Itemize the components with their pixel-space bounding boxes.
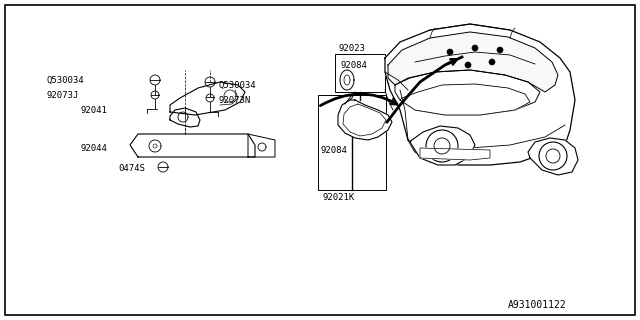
Polygon shape	[248, 134, 275, 157]
Circle shape	[489, 59, 495, 65]
Bar	[335, 54, 385, 92]
Bar	[318, 95, 386, 190]
Circle shape	[465, 62, 471, 68]
Circle shape	[472, 45, 478, 51]
Polygon shape	[400, 84, 530, 115]
Circle shape	[426, 130, 458, 162]
Circle shape	[447, 49, 453, 55]
Text: A931001122: A931001122	[508, 300, 567, 310]
Text: 92073N: 92073N	[218, 95, 250, 105]
Polygon shape	[420, 148, 490, 160]
Text: 92021K: 92021K	[322, 194, 355, 203]
Polygon shape	[130, 134, 255, 157]
Circle shape	[539, 142, 567, 170]
Polygon shape	[528, 138, 578, 175]
Text: 92041: 92041	[80, 106, 107, 115]
Text: 92084: 92084	[340, 60, 367, 69]
Polygon shape	[388, 32, 558, 92]
Polygon shape	[170, 108, 200, 127]
Polygon shape	[338, 100, 392, 140]
Polygon shape	[410, 126, 475, 165]
Text: 0474S: 0474S	[118, 164, 145, 172]
Text: 92023: 92023	[338, 44, 365, 52]
Polygon shape	[170, 82, 245, 115]
Text: 92084: 92084	[320, 146, 347, 155]
Text: 92044: 92044	[80, 143, 107, 153]
Text: 92073J: 92073J	[46, 91, 78, 100]
Text: Q530034: Q530034	[218, 81, 255, 90]
Polygon shape	[385, 24, 575, 165]
Polygon shape	[395, 70, 540, 115]
Text: Q530034: Q530034	[46, 76, 84, 84]
Circle shape	[497, 47, 503, 53]
